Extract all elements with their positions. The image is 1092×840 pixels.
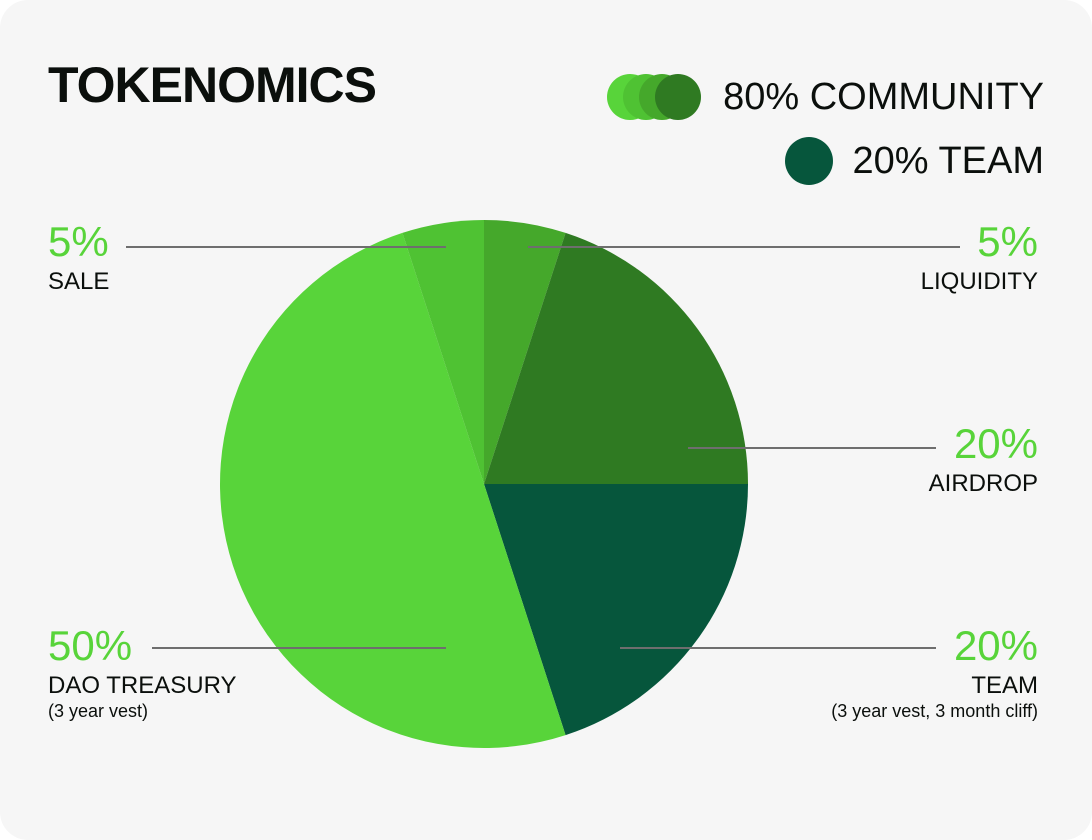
pie-slice-airdrop xyxy=(484,232,748,484)
pct-team: 20% xyxy=(953,622,1038,669)
name-dao-treasury: DAO TREASURY xyxy=(48,672,237,699)
pie-slice-team xyxy=(484,484,748,736)
pct-liquidity: 5% xyxy=(977,218,1038,265)
pct-dao-treasury: 50% xyxy=(48,622,133,669)
label-airdrop: 20% AIRDROP xyxy=(929,422,1038,498)
pie-slice-dao-treasury xyxy=(220,232,566,748)
name-airdrop: AIRDROP xyxy=(928,470,1038,497)
label-sale: 5% SALE xyxy=(48,220,109,296)
label-team: 20% TEAM (3 year vest, 3 month cliff) xyxy=(831,624,1038,722)
chart-title: TOKENOMICS xyxy=(48,57,377,113)
legend-team-label: 20% TEAM xyxy=(852,139,1044,182)
name-liquidity: LIQUIDITY xyxy=(920,268,1038,295)
sub-team: (3 year vest, 3 month cliff) xyxy=(831,701,1038,721)
community-dot-stack xyxy=(607,72,703,122)
legend-community: 80% COMMUNITY xyxy=(607,70,1044,124)
legend-dot-team xyxy=(784,137,833,185)
legend-dot-airdrop xyxy=(655,74,702,120)
name-team: TEAM xyxy=(971,672,1038,699)
label-liquidity: 5% LIQUIDITY xyxy=(921,220,1038,296)
pct-airdrop: 20% xyxy=(953,420,1038,467)
pie-slice-liquidity xyxy=(484,220,566,484)
legend-team: 20% TEAM xyxy=(784,136,1044,186)
pct-sale: 5% xyxy=(48,218,109,265)
legend-community-label: 80% COMMUNITY xyxy=(723,75,1044,118)
name-sale: SALE xyxy=(48,268,110,295)
sub-dao-treasury: (3 year vest) xyxy=(48,701,149,721)
pie-slice-sale xyxy=(402,220,484,484)
label-dao-treasury: 50% DAO TREASURY (3 year vest) xyxy=(48,624,237,722)
